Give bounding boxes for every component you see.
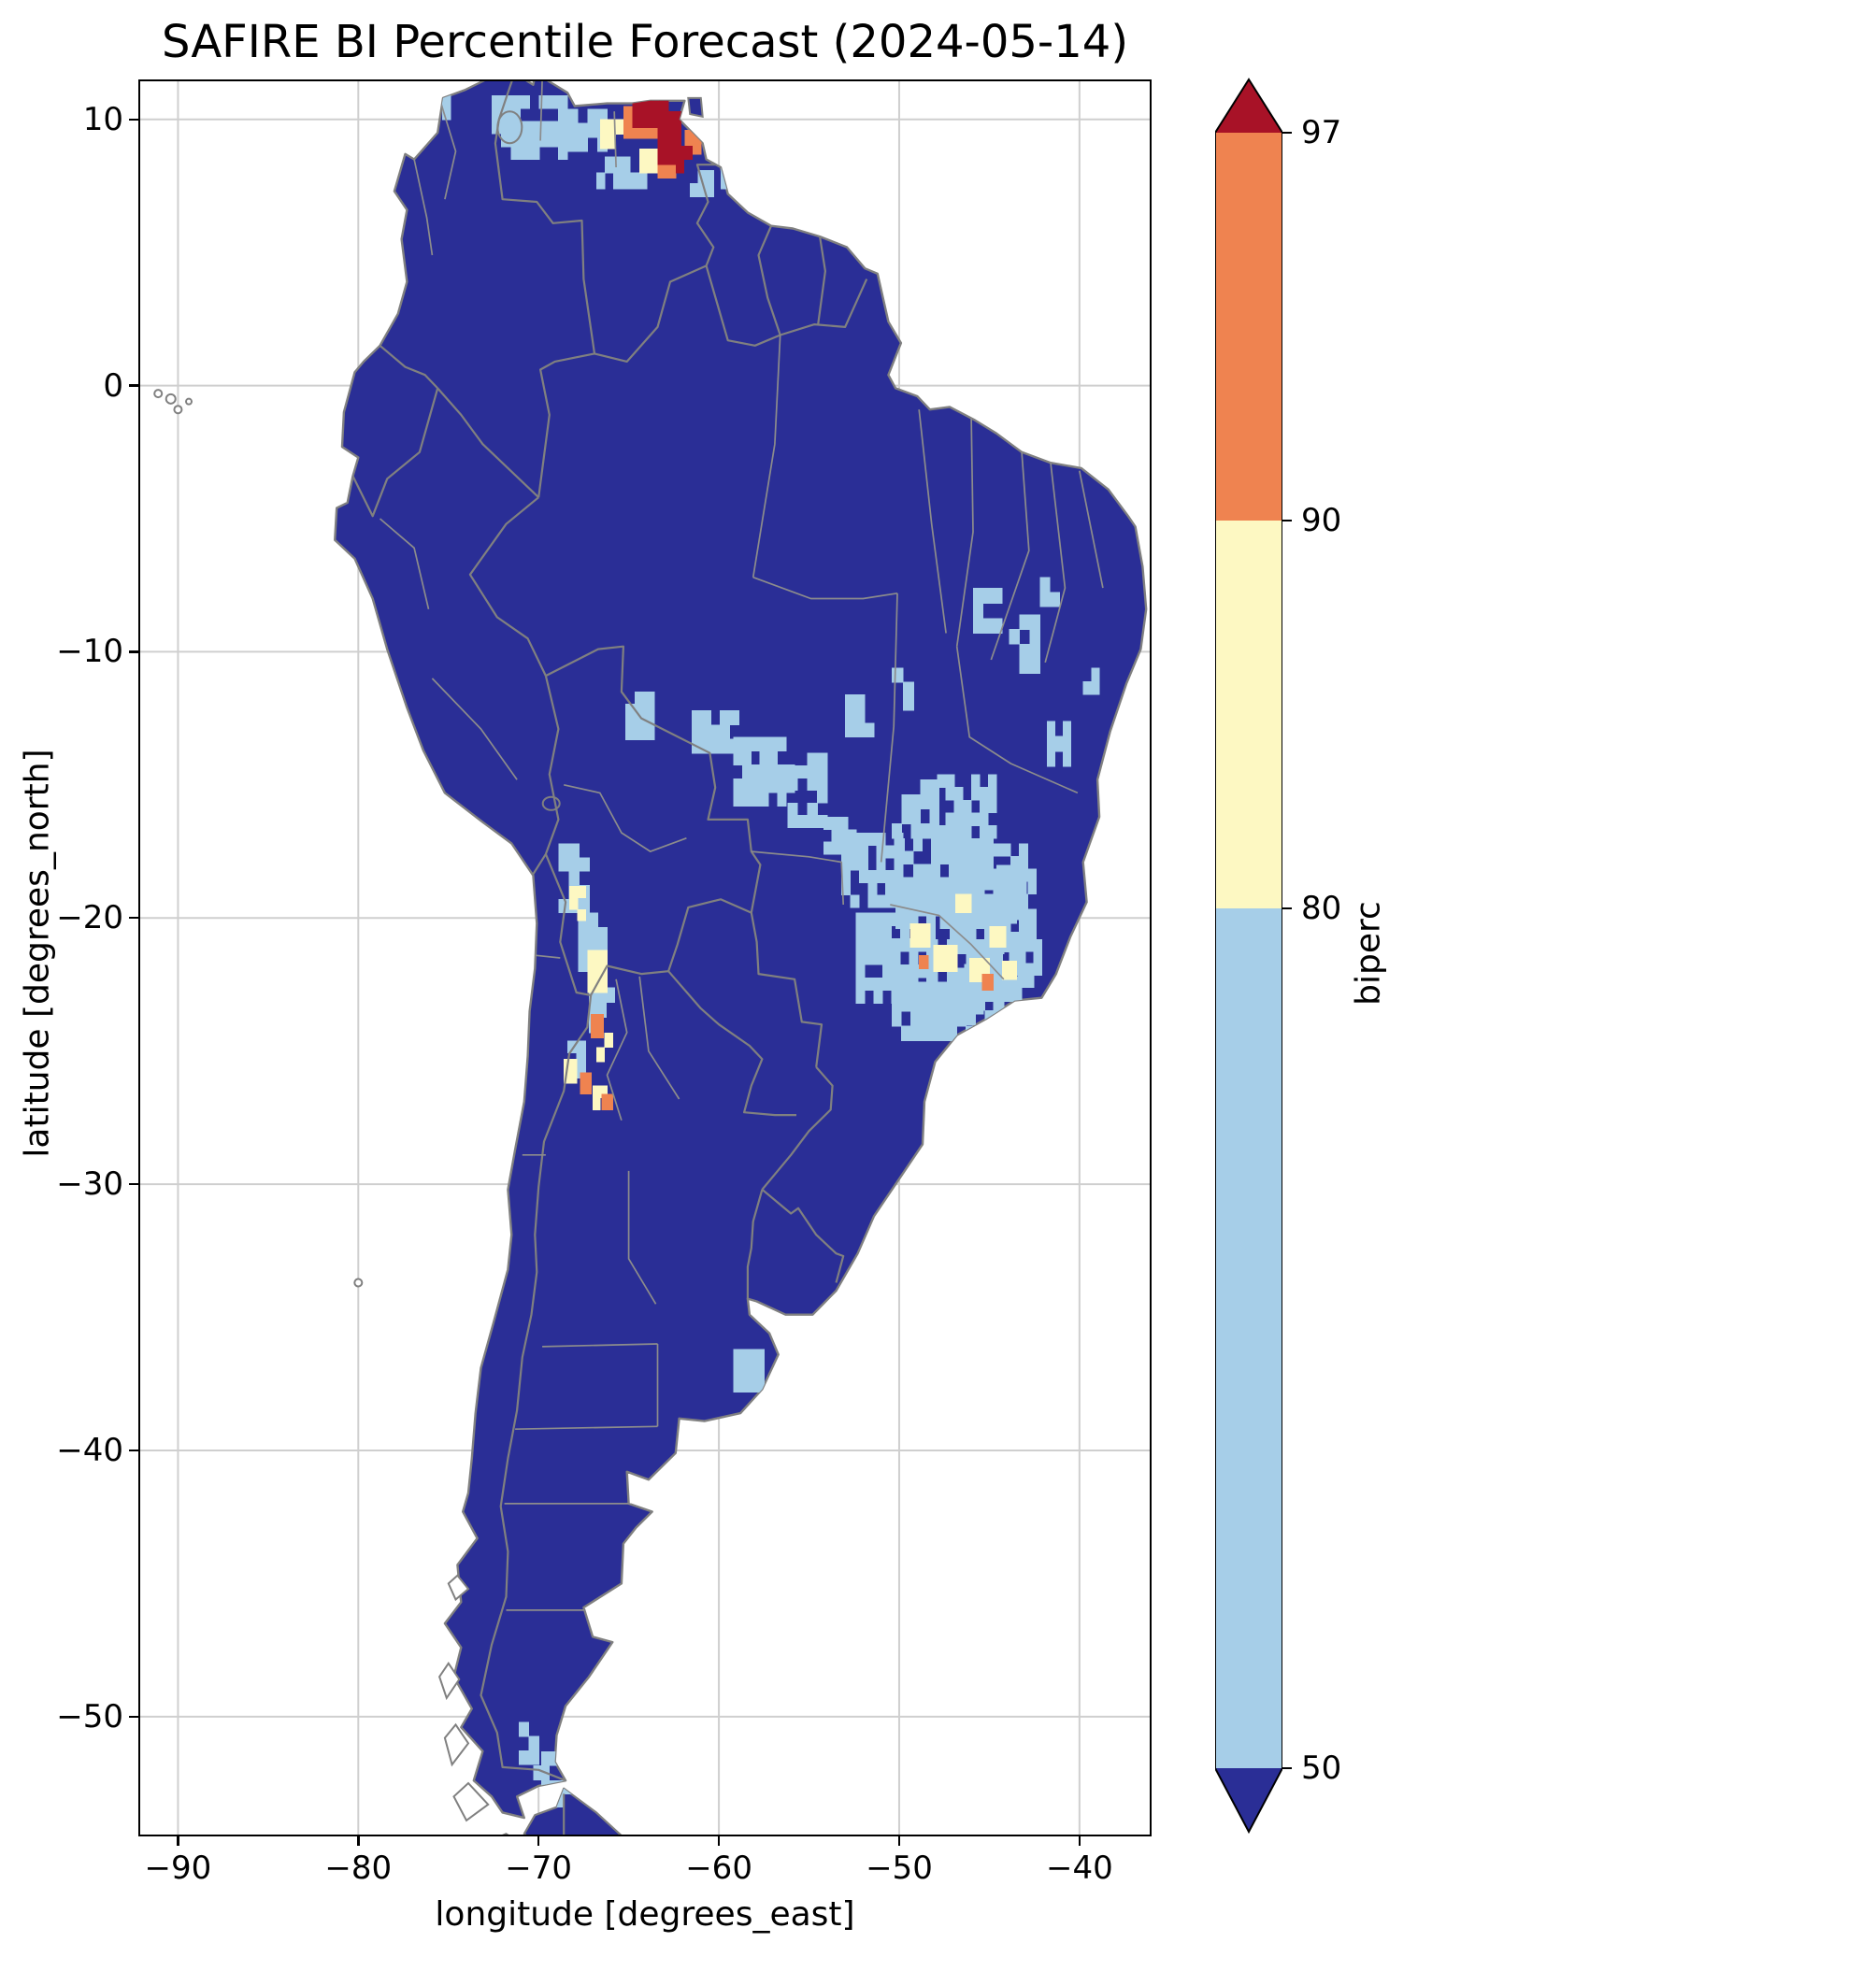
x-tick-mark xyxy=(357,1836,360,1846)
colorbar-tick-label: 50 xyxy=(1301,1750,1342,1787)
y-tick-label: −30 xyxy=(56,1165,123,1204)
x-tick-label: −40 xyxy=(1045,1850,1113,1887)
x-axis-label: longitude [degrees_east] xyxy=(435,1895,855,1934)
colorbar-label: biperc xyxy=(1349,901,1388,1006)
land-tierra-del-fuego xyxy=(523,1787,624,1836)
data-cells xyxy=(434,95,1100,1808)
y-tick-mark xyxy=(129,1449,138,1452)
island-trinidad xyxy=(687,96,704,119)
colorbar-tick-mark xyxy=(1282,907,1292,910)
y-tick-label: −10 xyxy=(56,633,123,671)
x-tick-label: −90 xyxy=(144,1850,212,1887)
island-galapagos xyxy=(165,393,177,405)
y-tick-label: 0 xyxy=(103,366,123,405)
y-tick-mark xyxy=(129,650,138,653)
colorbar-tick-label: 80 xyxy=(1301,890,1342,927)
y-tick-mark xyxy=(129,118,138,121)
x-tick-mark xyxy=(717,1836,721,1846)
colorbar-tick-label: 97 xyxy=(1301,114,1342,151)
island-juan-fernandez xyxy=(353,1278,364,1288)
colorbar-extend-above xyxy=(1215,79,1282,133)
colorbar-tick-mark xyxy=(1282,131,1292,135)
x-tick-label: −50 xyxy=(866,1850,933,1887)
x-tick-label: −70 xyxy=(505,1850,573,1887)
island-galapagos xyxy=(153,389,164,399)
colorbar-segment-50-80 xyxy=(1215,908,1282,1768)
admin-borders xyxy=(351,79,1104,1836)
y-tick-label: −20 xyxy=(56,899,123,937)
colorbar-tick-mark xyxy=(1282,519,1292,522)
colorbar-outline xyxy=(1215,78,1282,1834)
lake-titicaca xyxy=(541,795,561,811)
y-tick-label: −40 xyxy=(56,1431,123,1469)
lake-maracaibo xyxy=(496,110,523,145)
colorbar xyxy=(1215,78,1282,1834)
islands xyxy=(153,96,704,1836)
island-galapagos xyxy=(185,397,193,406)
colorbar-segment-90-97 xyxy=(1215,133,1282,521)
x-tick-mark xyxy=(177,1836,179,1846)
y-tick-mark xyxy=(129,1182,138,1186)
y-tick-mark xyxy=(129,384,138,387)
x-tick-mark xyxy=(897,1836,901,1846)
x-tick-mark xyxy=(1078,1836,1081,1846)
island-galapagos xyxy=(173,405,183,415)
map-plot xyxy=(138,79,1152,1836)
chart-title: SAFIRE BI Percentile Forecast (2024-05-1… xyxy=(161,16,1129,68)
colorbar-tick-mark xyxy=(1282,1766,1292,1770)
colorbar-segment-80-90 xyxy=(1215,521,1282,908)
y-tick-mark xyxy=(129,917,138,920)
y-tick-mark xyxy=(129,1715,138,1718)
x-tick-label: −60 xyxy=(685,1850,752,1887)
colorbar-extend-below xyxy=(1215,1768,1282,1832)
y-tick-label: −50 xyxy=(56,1697,123,1735)
plot-border xyxy=(138,79,1152,1836)
y-axis-label: latitude [degrees_north] xyxy=(18,749,57,1158)
colorbar-tick-label: 90 xyxy=(1301,502,1342,539)
x-tick-mark xyxy=(537,1836,540,1846)
y-tick-label: 10 xyxy=(82,100,123,138)
x-tick-label: −80 xyxy=(324,1850,393,1887)
